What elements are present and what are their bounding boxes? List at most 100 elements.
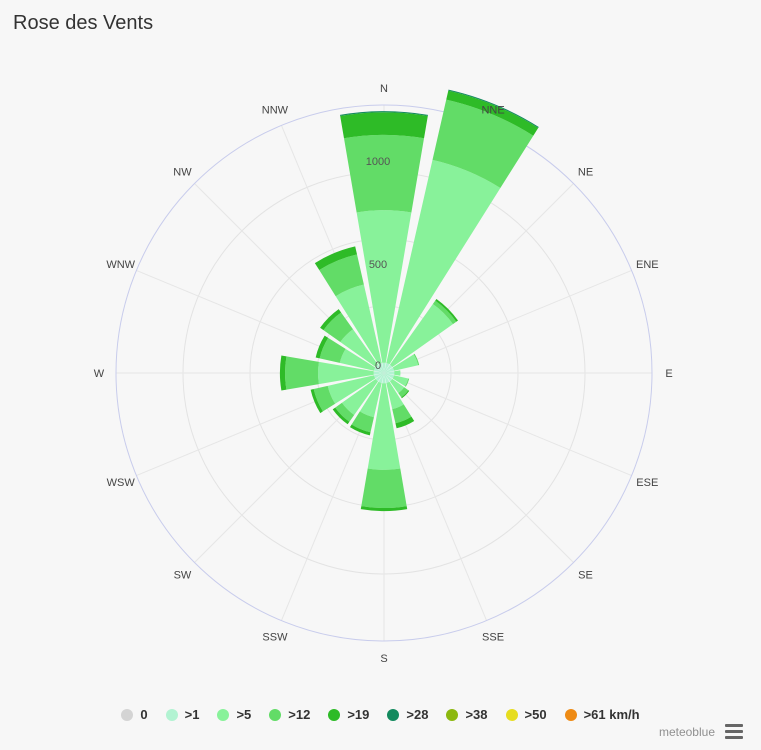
bar-segment-e [394,370,401,376]
bar-segment-w [279,355,287,391]
legend-item[interactable]: >19 [328,707,369,722]
bar-e [384,370,401,376]
bar-segment-wsw [373,373,384,379]
bar-ssw [349,373,384,436]
bar-s [360,373,408,512]
bar-segment-sse [386,381,404,410]
legend-label: >28 [406,707,429,722]
bar-segment-ene [413,353,420,366]
bar-segment-sw [375,373,384,382]
bar-n [339,111,429,373]
direction-label: SSW [262,631,288,643]
legend-item[interactable]: >1 [165,707,200,722]
bar-segment-s [360,506,408,512]
legend-item[interactable]: >38 [446,707,488,722]
direction-label: N [380,83,388,95]
legend-swatch [505,708,518,721]
legend-swatch [269,708,282,721]
legend-label: >19 [347,707,370,722]
legend-swatch [121,708,134,721]
bar-segment-nnw [378,362,384,373]
bar-segment-nne [386,159,501,365]
bar-segment-n [340,112,428,139]
direction-label: ESE [636,477,658,489]
legend-item[interactable]: 0 [121,707,148,722]
legend-label: >5 [236,707,252,722]
direction-label: SE [578,570,593,582]
legend-label: >12 [288,707,311,722]
bar-segment-nne [432,99,534,189]
bar-sse [384,373,415,429]
menu-line [725,730,743,733]
bar-segment-ene [384,367,395,373]
bar-wnw [315,335,384,373]
bar-ese [384,373,410,387]
direction-label: NNE [481,105,504,117]
bar-segment-sse [395,416,415,429]
legend-item[interactable]: >5 [217,707,251,722]
bar-segment-ne [389,304,453,368]
bar-segment-s [367,383,401,470]
bar-segment-ese [384,373,395,379]
legend-item[interactable]: >50 [505,707,547,722]
grid-spoke [383,372,574,563]
bar-segment-n [382,362,386,373]
bar-segment-n [343,134,425,213]
bar-segment-ese [392,375,409,387]
bar-segment-nw [323,312,354,343]
bar-segment-nne [446,90,539,136]
bar-segment-wsw [327,375,376,404]
direction-label: NW [173,166,192,178]
direction-label: WSW [107,477,136,489]
legend-swatch [446,708,459,721]
bar-wsw [310,373,384,414]
bar-segment-ssw [349,424,371,436]
legend: 0 >1 >5 >12 >19 >28 >38 >50 >61 km/h [0,707,761,722]
bar-segment-w [318,361,374,385]
radial-tick-label: 1000 [366,156,390,168]
bar-segment-wnw [339,348,376,371]
outer-circle [115,104,653,642]
bar-segment-se [389,378,405,394]
direction-label: E [665,368,672,380]
hamburger-menu-icon[interactable] [725,724,743,739]
bar-sw [332,373,384,425]
bar-segment-n [356,210,412,363]
legend-label: >61 km/h [583,707,640,722]
bar-segment-wnw [373,367,384,373]
bar-segment-ssw [351,411,374,433]
credit-label[interactable]: meteoblue [658,725,715,739]
bar-nw [320,309,384,373]
menu-line [725,736,743,739]
bar-w [279,355,384,391]
direction-label: W [94,368,105,380]
bar-segment-se [401,390,410,399]
legend-item[interactable]: >61 km/h [564,707,640,722]
menu-line [725,724,743,727]
legend-label: 0 [140,707,148,722]
bar-segment-s [361,468,407,509]
bar-segment-ene [392,354,419,371]
legend-label: >1 [184,707,200,722]
chart-title: Rose des Vents [13,12,154,34]
bar-se [384,373,410,399]
grid-spoke [383,372,632,477]
bar-segment-sw [335,402,355,422]
bar-segment-nnw [335,284,382,365]
radial-tick-label: 500 [369,259,387,271]
legend-swatch [387,708,400,721]
bar-segment-sse [392,404,412,424]
bar-segment-sw [332,407,350,425]
direction-label: ENE [636,259,659,271]
legend-item[interactable]: >28 [387,707,428,722]
bar-segment-nw [320,309,342,331]
radial-tick-label: 0 [375,360,381,372]
direction-label: NE [578,166,593,178]
bar-segment-wnw [319,337,346,363]
bar-segment-n [339,111,429,116]
legend-item[interactable]: >12 [269,707,310,722]
bar-segment-se [398,387,409,398]
direction-label: NNW [262,105,289,117]
wind-rose-chart: N NNE NE ENE E ESE SE SSE S SSW SW WSW W WNW NW NNW 0 500… [94,83,673,665]
direction-label: SW [174,570,192,582]
